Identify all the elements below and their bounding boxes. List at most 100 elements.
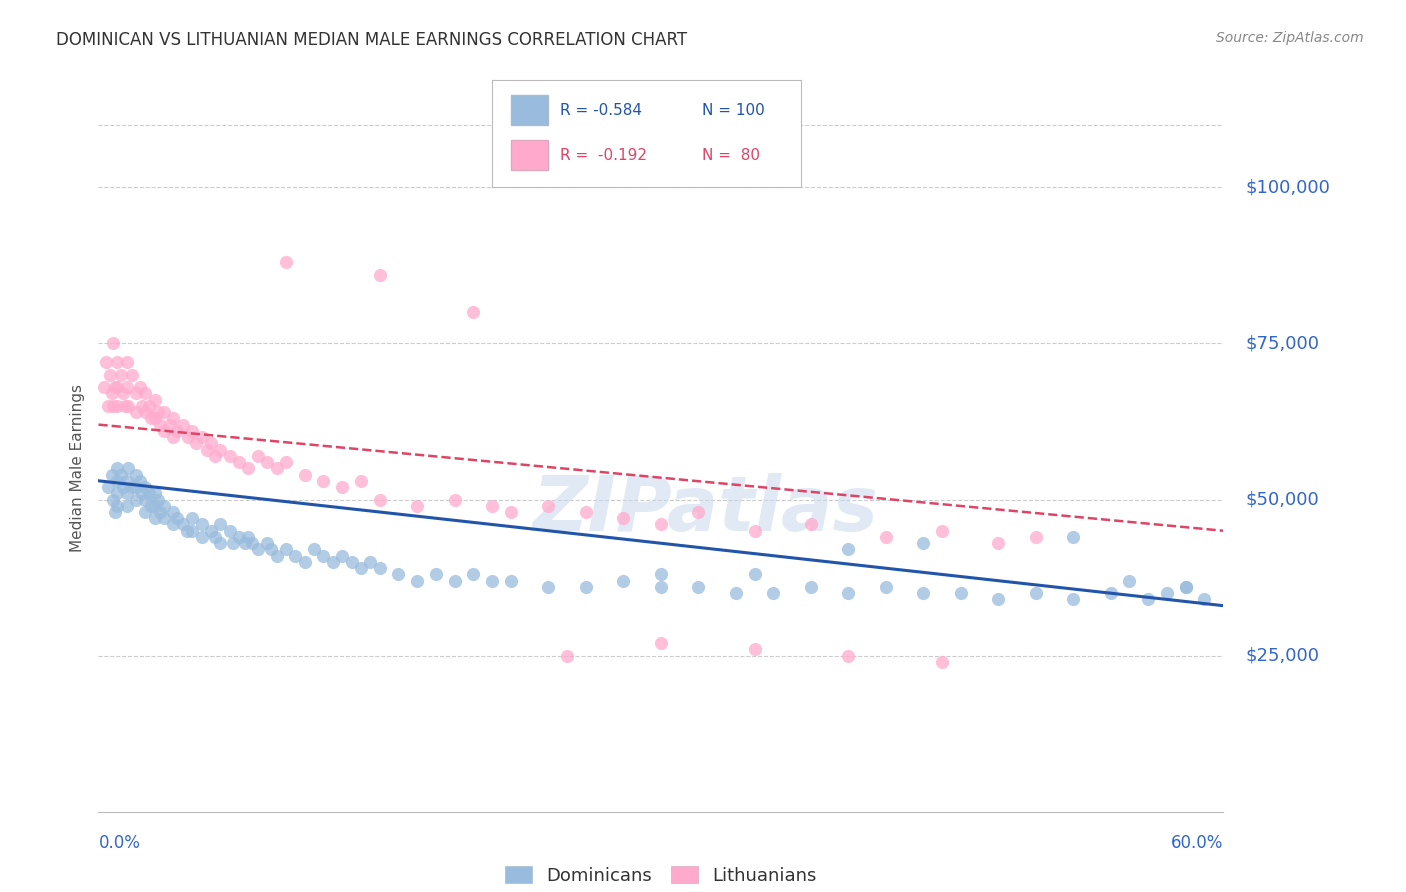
Point [110,368,132,382]
Point [111,386,134,401]
Point [134,480,156,494]
Point [312,549,335,563]
Point [688,580,710,594]
Text: $50,000: $50,000 [1246,491,1319,508]
Point [340,555,363,569]
Point [111,480,134,494]
Point [105,461,128,475]
Point [105,474,128,488]
Point [128,474,150,488]
Point [274,542,297,557]
Point [1156,586,1178,600]
Point [688,505,710,519]
Point [322,555,344,569]
Point [100,386,122,401]
Point [312,474,335,488]
Point [481,574,503,588]
Point [162,505,184,519]
Point [650,636,672,650]
Point [931,524,953,538]
Point [425,567,447,582]
Point [162,411,184,425]
Point [181,424,204,438]
Point [115,486,138,500]
Point [200,436,222,450]
Point [176,524,198,538]
Point [115,474,138,488]
Point [125,480,148,494]
Point [238,461,260,475]
Point [284,549,307,563]
Point [744,524,766,538]
Point [330,549,353,563]
Point [125,386,148,401]
Point [97,399,120,413]
Point [987,592,1010,607]
Point [537,580,560,594]
Point [650,567,672,582]
Text: Source: ZipAtlas.com: Source: ZipAtlas.com [1216,31,1364,45]
Point [724,586,747,600]
Point [256,536,278,550]
Point [650,517,672,532]
Point [190,430,212,444]
Point [912,536,935,550]
Point [138,399,160,413]
Bar [510,140,548,170]
Text: N = 100: N = 100 [703,103,765,118]
Point [875,580,897,594]
Point [481,499,503,513]
Point [912,586,935,600]
Point [115,355,138,369]
Point [463,305,485,319]
Point [139,499,162,513]
Point [162,517,184,532]
Point [949,586,972,600]
Point [148,405,170,419]
Point [294,555,316,569]
Point [143,499,166,513]
Point [121,480,143,494]
Point [1118,574,1140,588]
Point [931,655,953,669]
Point [1174,580,1197,594]
Point [100,467,122,482]
Point [209,442,232,457]
Bar [510,95,548,125]
Text: $75,000: $75,000 [1246,334,1320,352]
Point [330,480,353,494]
Point [368,268,391,282]
Point [200,524,222,538]
Point [1062,592,1084,607]
Point [443,492,465,507]
Point [350,561,373,575]
Point [837,542,859,557]
Point [181,511,204,525]
Point [875,530,897,544]
Point [143,511,166,525]
Point [1174,580,1197,594]
Point [110,467,132,482]
Point [406,499,429,513]
Point [190,530,212,544]
Point [125,467,148,482]
Point [463,567,485,582]
Point [134,405,156,419]
Y-axis label: Median Male Earnings: Median Male Earnings [69,384,84,552]
Point [143,486,166,500]
Point [443,574,465,588]
Point [209,517,232,532]
Point [499,574,522,588]
Point [1137,592,1160,607]
Point [148,492,170,507]
Point [575,505,598,519]
Point [172,517,194,532]
Point [240,536,263,550]
Point [233,536,256,550]
Point [612,574,634,588]
Legend: Dominicans, Lithuanians: Dominicans, Lithuanians [498,859,824,892]
Point [499,505,522,519]
Point [103,492,125,507]
Point [138,486,160,500]
Point [143,411,166,425]
